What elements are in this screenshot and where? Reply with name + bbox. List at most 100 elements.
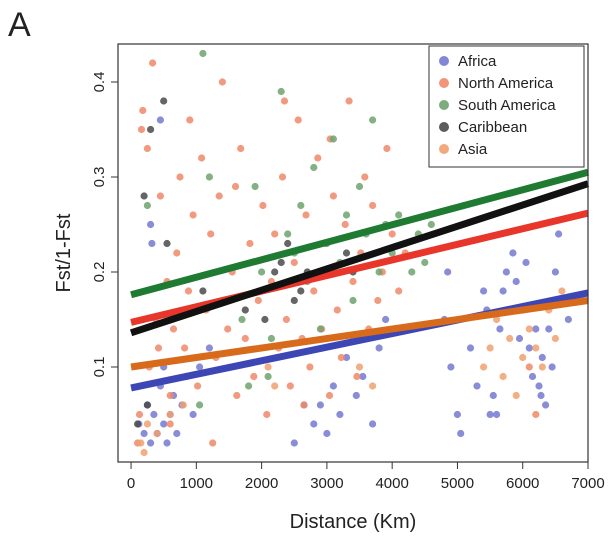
data-point-south-america-12 xyxy=(316,325,324,333)
data-point-north-america-46 xyxy=(314,154,322,162)
legend-marker-africa xyxy=(439,56,449,66)
data-point-africa-44 xyxy=(493,410,501,419)
y-tick-label: 0.2 xyxy=(91,262,108,283)
data-point-caribbean-2 xyxy=(147,125,155,134)
data-point-south-america-2 xyxy=(238,315,246,324)
x-axis-label: Distance (Km) xyxy=(290,511,417,533)
y-tick-label: 0.4 xyxy=(91,72,108,93)
data-point-africa-56 xyxy=(532,325,540,333)
data-point-asia-4 xyxy=(166,410,174,419)
data-point-north-america-39 xyxy=(286,382,294,390)
data-point-south-america-14 xyxy=(329,135,337,143)
data-point-asia-0 xyxy=(137,439,145,447)
data-point-north-america-15 xyxy=(184,287,193,295)
data-point-north-america-54 xyxy=(345,97,353,105)
data-point-north-america-18 xyxy=(198,154,206,162)
data-point-north-america-28 xyxy=(241,334,249,343)
data-point-south-america-21 xyxy=(375,268,383,276)
data-point-africa-59 xyxy=(542,401,550,409)
data-point-north-america-45 xyxy=(310,287,318,295)
data-point-africa-21 xyxy=(310,420,318,428)
data-point-north-america-71 xyxy=(280,97,289,105)
data-point-north-america-68 xyxy=(532,410,540,419)
data-point-north-america-26 xyxy=(233,391,241,400)
x-tick-label: 3000 xyxy=(310,475,343,492)
data-point-asia-9 xyxy=(355,363,364,371)
data-point-south-america-32 xyxy=(196,401,204,409)
data-point-caribbean-6 xyxy=(241,306,249,314)
data-point-north-america-4 xyxy=(143,144,151,153)
legend-label-caribbean: Caribbean xyxy=(458,119,527,136)
data-point-africa-62 xyxy=(551,268,560,276)
data-point-africa-11 xyxy=(173,429,181,438)
data-point-north-america-24 xyxy=(224,325,232,333)
data-point-north-america-40 xyxy=(290,258,298,267)
legend-label-north-america: North America xyxy=(458,75,554,92)
y-axis: 0.1 0.2 0.3 0.4 xyxy=(91,72,118,377)
data-point-caribbean-4 xyxy=(160,97,168,105)
data-point-africa-18 xyxy=(148,239,156,248)
data-point-africa-54 xyxy=(525,344,533,352)
data-point-north-america-2 xyxy=(137,125,146,134)
data-point-north-america-13 xyxy=(176,173,184,181)
data-point-north-america-63 xyxy=(383,144,391,153)
data-point-north-america-52 xyxy=(337,353,345,362)
data-point-africa-61 xyxy=(548,363,556,371)
legend-marker-north-america xyxy=(439,78,449,88)
data-point-africa-53 xyxy=(522,258,530,267)
data-point-north-america-31 xyxy=(254,296,262,305)
data-point-asia-14 xyxy=(499,372,507,381)
data-point-africa-23 xyxy=(323,429,331,438)
data-point-asia-3 xyxy=(153,429,161,438)
data-point-north-america-69 xyxy=(231,182,240,191)
data-point-south-america-4 xyxy=(258,268,266,276)
legend-marker-caribbean xyxy=(439,122,449,132)
data-point-africa-37 xyxy=(453,410,461,419)
data-point-caribbean-5 xyxy=(199,287,207,295)
data-point-north-america-64 xyxy=(388,230,396,238)
data-point-africa-17 xyxy=(147,220,155,229)
data-point-north-america-61 xyxy=(374,296,382,305)
data-point-north-america-20 xyxy=(207,230,215,238)
data-point-north-america-76 xyxy=(166,420,174,428)
data-point-north-america-14 xyxy=(181,344,189,352)
data-point-caribbean-1 xyxy=(143,401,151,409)
data-point-africa-4 xyxy=(150,410,158,419)
data-point-south-america-31 xyxy=(264,372,272,381)
y-tick-label: 0.3 xyxy=(91,167,108,188)
data-point-north-america-11 xyxy=(169,325,178,333)
data-point-north-america-23 xyxy=(218,78,226,86)
x-tick-label: 4000 xyxy=(375,475,408,492)
data-point-africa-31 xyxy=(382,315,390,324)
x-tick-label: 7000 xyxy=(571,475,604,492)
data-point-asia-22 xyxy=(551,334,560,343)
legend: Africa North America South America Caribbea… xyxy=(428,45,585,168)
data-point-africa-63 xyxy=(555,230,563,238)
fit-line-south-america xyxy=(130,168,589,299)
data-point-africa-19 xyxy=(156,116,164,124)
data-point-north-america-60 xyxy=(369,201,377,210)
data-point-north-america-74 xyxy=(209,439,217,447)
data-point-africa-67 xyxy=(537,391,545,400)
data-point-north-america-72 xyxy=(300,401,308,409)
data-point-asia-10 xyxy=(369,382,377,390)
data-point-north-america-43 xyxy=(302,211,310,219)
data-point-asia-12 xyxy=(486,344,494,352)
data-point-africa-51 xyxy=(515,334,524,343)
data-point-south-america-7 xyxy=(284,230,292,238)
data-point-south-america-3 xyxy=(251,182,259,191)
data-point-africa-38 xyxy=(457,429,465,438)
data-point-north-america-6 xyxy=(149,59,157,67)
data-point-south-america-18 xyxy=(355,182,364,191)
y-axis-label: Fst/1-Fst xyxy=(53,213,75,292)
x-tick-label: 1000 xyxy=(180,475,213,492)
data-point-africa-35 xyxy=(444,268,452,276)
data-point-africa-25 xyxy=(336,410,344,419)
data-point-africa-29 xyxy=(369,420,377,428)
data-point-north-america-29 xyxy=(246,239,254,248)
data-point-africa-22 xyxy=(316,401,324,409)
x-tick-label: 6000 xyxy=(506,475,539,492)
data-point-north-america-22 xyxy=(215,192,223,200)
data-point-south-america-11 xyxy=(310,163,318,172)
